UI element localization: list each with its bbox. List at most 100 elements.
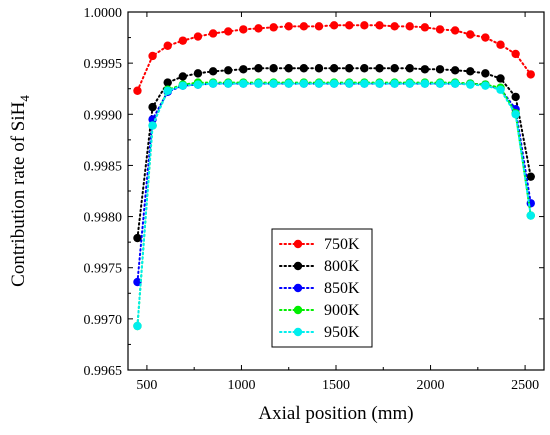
data-point bbox=[193, 80, 203, 89]
data-point bbox=[224, 79, 233, 88]
data-point bbox=[375, 64, 384, 73]
data-point bbox=[481, 81, 490, 90]
data-point bbox=[420, 79, 430, 88]
legend-label: 950K bbox=[324, 324, 360, 341]
y-tick-label: 0.9965 bbox=[84, 364, 123, 379]
y-tick-label: 1.0000 bbox=[84, 6, 123, 21]
data-point bbox=[314, 64, 324, 73]
legend-marker bbox=[293, 239, 303, 249]
data-point bbox=[148, 51, 157, 61]
data-point bbox=[466, 67, 475, 76]
data-point bbox=[435, 79, 445, 88]
data-point bbox=[224, 27, 233, 36]
y-tick-label: 0.9990 bbox=[84, 108, 123, 123]
data-point bbox=[299, 64, 309, 73]
data-point bbox=[269, 23, 278, 32]
data-point bbox=[299, 22, 309, 31]
y-tick-label: 0.9970 bbox=[84, 313, 123, 328]
data-point bbox=[329, 21, 339, 30]
data-point bbox=[526, 211, 535, 220]
data-point bbox=[284, 79, 293, 88]
data-point bbox=[208, 67, 218, 76]
data-point bbox=[224, 66, 233, 75]
data-point bbox=[345, 79, 354, 88]
data-point bbox=[526, 172, 535, 181]
data-point bbox=[178, 81, 188, 90]
legend-marker bbox=[293, 327, 303, 337]
data-point bbox=[254, 24, 263, 33]
data-point bbox=[420, 23, 430, 32]
data-point bbox=[375, 21, 384, 30]
data-point bbox=[496, 74, 505, 83]
data-point bbox=[329, 64, 339, 73]
data-point bbox=[450, 79, 460, 88]
series-800K bbox=[133, 64, 535, 243]
data-point bbox=[239, 79, 248, 88]
data-point bbox=[405, 64, 414, 73]
data-point bbox=[466, 30, 475, 39]
data-point bbox=[390, 22, 399, 31]
data-point bbox=[178, 72, 188, 81]
data-point bbox=[496, 85, 505, 94]
data-point bbox=[496, 40, 505, 49]
y-tick-label: 0.9995 bbox=[84, 57, 123, 72]
data-point bbox=[133, 321, 142, 331]
data-point bbox=[163, 86, 172, 95]
data-point bbox=[314, 79, 324, 88]
data-point bbox=[208, 29, 218, 38]
data-point bbox=[481, 69, 490, 78]
data-point bbox=[148, 115, 157, 124]
data-point bbox=[390, 79, 399, 88]
y-axis-title-main: Contribution rate of SiH bbox=[8, 101, 29, 287]
legend-label: 900K bbox=[324, 302, 360, 319]
data-point bbox=[163, 78, 172, 87]
legend-entry: 900K bbox=[279, 302, 360, 319]
data-point bbox=[163, 41, 172, 50]
data-point bbox=[284, 22, 293, 31]
legend-marker bbox=[293, 305, 303, 315]
data-point bbox=[420, 65, 430, 74]
data-point bbox=[375, 79, 384, 88]
series-line bbox=[136, 67, 532, 240]
legend-marker bbox=[293, 283, 303, 293]
x-tick-label: 1000 bbox=[227, 378, 255, 393]
legend: 750K 800K 850K 900K 950K bbox=[271, 228, 373, 348]
data-point bbox=[481, 33, 490, 42]
data-point bbox=[466, 80, 475, 89]
legend-entry: 750K bbox=[279, 236, 360, 253]
data-point bbox=[345, 21, 354, 30]
x-tick-label: 2500 bbox=[511, 378, 539, 393]
legend-label: 850K bbox=[324, 280, 360, 297]
data-point bbox=[329, 79, 339, 88]
data-point bbox=[450, 26, 460, 35]
legend-entry: 950K bbox=[279, 324, 360, 341]
y-tick-label: 0.9985 bbox=[84, 159, 123, 174]
data-point bbox=[269, 79, 278, 88]
data-point bbox=[511, 49, 520, 59]
data-point bbox=[133, 233, 142, 243]
data-point bbox=[360, 79, 369, 88]
data-point bbox=[314, 22, 324, 31]
data-point bbox=[299, 79, 309, 88]
data-point bbox=[284, 64, 293, 73]
data-point bbox=[148, 121, 157, 130]
data-point bbox=[360, 64, 369, 73]
data-point bbox=[254, 79, 263, 88]
x-axis-title: Axial position (mm) bbox=[258, 403, 413, 424]
series-750K bbox=[133, 21, 535, 95]
data-point bbox=[148, 102, 157, 112]
y-axis-title: Contribution rate of SiH4 bbox=[8, 95, 32, 287]
data-point bbox=[450, 66, 460, 75]
y-tick-label: 0.9975 bbox=[84, 262, 123, 277]
data-point bbox=[239, 25, 248, 34]
legend-label: 750K bbox=[324, 236, 360, 253]
data-point bbox=[435, 65, 445, 74]
data-point bbox=[193, 69, 203, 78]
data-point bbox=[511, 110, 520, 119]
data-point bbox=[511, 92, 520, 102]
data-point bbox=[133, 277, 142, 287]
legend-label: 800K bbox=[324, 258, 360, 275]
x-tick-label: 500 bbox=[136, 378, 157, 393]
data-point bbox=[208, 79, 218, 88]
